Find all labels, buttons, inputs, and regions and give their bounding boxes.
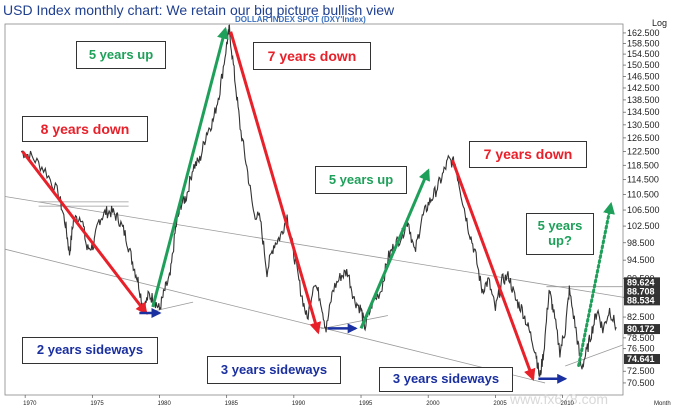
y-tick-label: 154.500 bbox=[627, 49, 660, 59]
annotation-5-years-up-1990s: 5 years up bbox=[315, 166, 407, 194]
trend-arrow-green-3 bbox=[359, 168, 430, 329]
trend-line-7 bbox=[565, 344, 624, 367]
value-tag-box bbox=[624, 295, 660, 306]
y-tick-label: 158.500 bbox=[627, 38, 660, 48]
y-tick-label: 118.500 bbox=[627, 160, 659, 170]
y-tick-label: 130.500 bbox=[627, 120, 660, 130]
value-tag-box bbox=[624, 354, 660, 365]
y-tick-label: 138.500 bbox=[627, 95, 660, 105]
value-tag-label: 80.172 bbox=[627, 324, 655, 334]
y-tick-label: 126.500 bbox=[627, 133, 660, 143]
y-tick-label: 110.500 bbox=[627, 190, 659, 200]
y-axis-label: Log bbox=[652, 18, 667, 28]
annotation-3-years-sideways-2008: 3 years sideways bbox=[379, 367, 513, 392]
value-tag-label: 74.641 bbox=[627, 354, 655, 364]
chart-title: USD Index monthly chart: We retain our b… bbox=[3, 2, 395, 18]
y-tick-label: 98.500 bbox=[627, 238, 655, 248]
trend-line-5 bbox=[320, 315, 388, 330]
y-tick-label: 78.500 bbox=[627, 333, 655, 343]
x-tick-label: 1980 bbox=[158, 401, 172, 407]
annotation-5-years-up-1980s: 5 years up bbox=[76, 41, 166, 69]
value-tag-box bbox=[624, 286, 660, 297]
x-tick-label: 2010 bbox=[561, 401, 575, 407]
y-tick-label: 122.500 bbox=[627, 146, 660, 156]
y-tick-label: 142.500 bbox=[627, 83, 660, 93]
trend-arrow-red-4 bbox=[450, 159, 536, 382]
chart-subtitle: DOLLAR INDEX SPOT (DXY'Index) bbox=[235, 15, 366, 24]
annotation-7-years-down-1985: 7 years down bbox=[253, 42, 371, 70]
value-tag-box bbox=[624, 324, 660, 335]
y-tick-label: 150.500 bbox=[627, 60, 660, 70]
annotation-2-years-sideways: 2 years sideways bbox=[22, 337, 158, 364]
annotation-5-years-up-question: 5 years up? bbox=[526, 213, 594, 255]
y-tick-label: 70.500 bbox=[627, 378, 655, 388]
x-tick-label: 1990 bbox=[292, 401, 306, 407]
watermark: www.fx678.com bbox=[509, 391, 608, 407]
trend-line-1 bbox=[4, 248, 546, 384]
y-tick-label: 106.500 bbox=[627, 205, 660, 215]
price-series-line bbox=[20, 24, 617, 377]
value-tag-box bbox=[624, 277, 660, 288]
annotation-8-years-down: 8 years down bbox=[22, 116, 148, 142]
trend-arrow-red-0 bbox=[21, 150, 148, 315]
trend-arrow-green-5 bbox=[577, 201, 615, 367]
annotation-7-years-down-2001: 7 years down bbox=[469, 141, 587, 168]
y-tick-label: 72.500 bbox=[627, 366, 655, 376]
trend-arrow-green-1 bbox=[151, 26, 229, 308]
x-tick-label: 2005 bbox=[493, 401, 507, 407]
y-tick-label: 102.500 bbox=[627, 221, 660, 231]
y-tick-label: 94.500 bbox=[627, 255, 655, 265]
value-tag-label: 88.708 bbox=[627, 286, 655, 296]
x-tick-label: 2000 bbox=[426, 401, 440, 407]
y-tick-label: 76.500 bbox=[627, 344, 655, 354]
x-axis-label: Month bbox=[654, 401, 671, 407]
trend-arrow-red-2 bbox=[229, 31, 322, 335]
x-tick-label: 1975 bbox=[90, 401, 104, 407]
y-tick-label: 134.500 bbox=[627, 107, 660, 117]
value-tag-label: 88.534 bbox=[627, 295, 655, 305]
x-tick-label: 1985 bbox=[225, 401, 239, 407]
y-tick-label: 162.500 bbox=[627, 28, 660, 38]
y-tick-label: 114.500 bbox=[627, 175, 659, 185]
x-tick-label: 1970 bbox=[23, 401, 37, 407]
y-tick-label: 82.500 bbox=[627, 312, 655, 322]
annotation-3-years-sideways-1990s: 3 years sideways bbox=[207, 356, 341, 384]
y-tick-label: 146.500 bbox=[627, 71, 660, 81]
x-tick-label: 1995 bbox=[359, 401, 373, 407]
value-tag-label: 89.624 bbox=[627, 277, 655, 287]
